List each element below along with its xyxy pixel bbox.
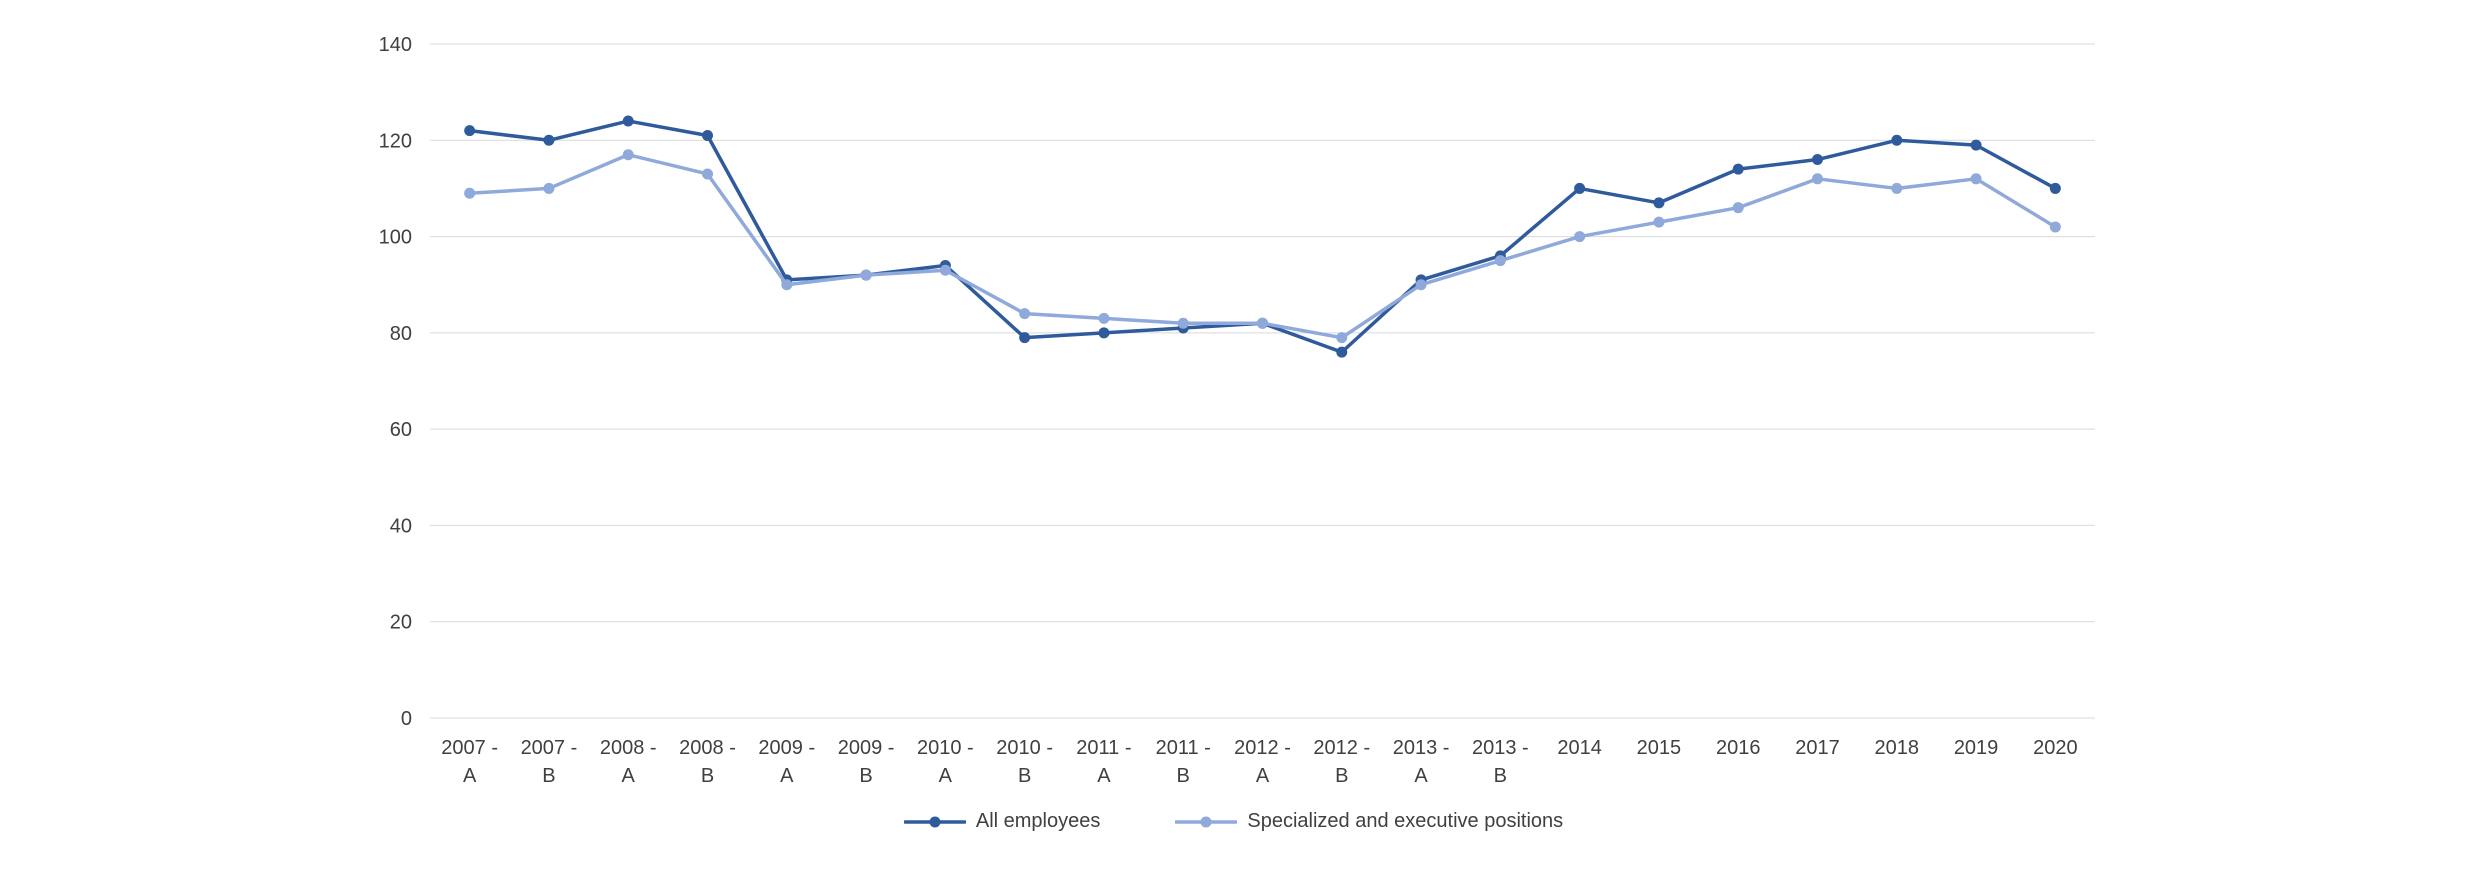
x-axis-tick-sublabel: A bbox=[939, 765, 953, 787]
x-axis-tick-sublabel: B bbox=[542, 765, 555, 787]
data-point bbox=[2049, 182, 2061, 194]
x-axis-tick-label: 2008 - bbox=[679, 737, 736, 759]
x-axis-tick-sublabel: A bbox=[1097, 765, 1111, 787]
x-axis-tick-sublabel: B bbox=[1177, 765, 1190, 787]
x-axis-tick-label: 2014 bbox=[1557, 737, 1602, 759]
x-axis-tick-label: 2009 - bbox=[838, 737, 895, 759]
x-axis-tick-label: 2019 bbox=[1954, 737, 1999, 759]
x-axis-tick-label: 2007 - bbox=[521, 737, 578, 759]
x-axis-tick-label: 2009 - bbox=[758, 737, 815, 759]
data-point bbox=[1891, 182, 1903, 194]
data-point bbox=[464, 125, 476, 137]
data-point bbox=[702, 168, 713, 180]
x-axis-tick-label: 2008 - bbox=[600, 737, 657, 759]
legend-line-dot-marker bbox=[903, 815, 966, 829]
x-axis-tick-sublabel: A bbox=[780, 765, 794, 787]
data-point bbox=[1098, 312, 1110, 324]
data-point bbox=[1574, 182, 1586, 194]
y-axis-tick-label: 140 bbox=[379, 34, 412, 56]
data-point bbox=[1732, 163, 1744, 175]
legend-label: All employees bbox=[975, 810, 1101, 832]
data-point bbox=[1019, 332, 1031, 344]
data-point bbox=[464, 187, 476, 199]
y-axis-tick-label: 40 bbox=[390, 515, 412, 537]
data-point bbox=[1812, 173, 1823, 185]
x-axis-tick-label: 2012 - bbox=[1234, 737, 1291, 759]
legend-item-all-employees: All employees bbox=[903, 810, 1101, 833]
data-point bbox=[2049, 221, 2061, 233]
x-axis-tick-sublabel: B bbox=[701, 765, 714, 787]
data-point bbox=[1970, 139, 1982, 151]
data-point bbox=[1415, 279, 1427, 291]
data-point bbox=[1494, 255, 1506, 267]
data-point bbox=[1970, 173, 1982, 185]
x-axis-tick-label: 2017 bbox=[1795, 737, 1840, 759]
data-point bbox=[1653, 216, 1665, 228]
x-axis-tick-sublabel: B bbox=[859, 765, 872, 787]
legend-item-specialized-positions: Specialized and executive positions bbox=[1175, 810, 1563, 833]
y-axis-tick-label: 20 bbox=[390, 612, 412, 634]
x-axis-tick-label: 2007 - bbox=[441, 737, 498, 759]
x-axis-tick-sublabel: B bbox=[1018, 765, 1031, 787]
x-axis-tick-sublabel: A bbox=[1414, 765, 1428, 787]
data-point bbox=[1653, 197, 1665, 209]
data-point bbox=[1019, 308, 1031, 320]
x-axis-tick-sublabel: A bbox=[1256, 765, 1270, 787]
data-point bbox=[1257, 317, 1268, 329]
x-axis-tick-label: 2010 - bbox=[917, 737, 974, 759]
y-axis-tick-label: 80 bbox=[390, 323, 412, 345]
x-axis-tick-label: 2015 bbox=[1637, 737, 1682, 759]
x-axis-tick-label: 2011 - bbox=[1076, 737, 1131, 759]
data-point bbox=[1098, 327, 1110, 339]
x-axis-tick-sublabel: A bbox=[622, 765, 636, 787]
x-axis-tick-label: 2011 - bbox=[1156, 737, 1211, 759]
x-axis-tick-label: 2018 bbox=[1875, 737, 1920, 759]
data-point bbox=[543, 134, 555, 146]
data-point bbox=[622, 115, 634, 127]
chart-legend: All employees Specialized and executive … bbox=[0, 810, 2467, 833]
legend-label: Specialized and executive positions bbox=[1247, 810, 1564, 832]
data-point bbox=[1732, 202, 1744, 214]
y-axis-tick-label: 120 bbox=[379, 130, 412, 152]
x-axis-tick-label: 2010 - bbox=[996, 737, 1053, 759]
data-point bbox=[1336, 346, 1348, 358]
data-point bbox=[1574, 231, 1586, 243]
y-axis-tick-label: 0 bbox=[401, 708, 412, 730]
data-point bbox=[702, 129, 713, 141]
legend-line-dot-marker bbox=[1175, 815, 1238, 829]
data-point bbox=[939, 264, 951, 276]
data-point bbox=[781, 279, 793, 291]
x-axis-tick-label: 2020 bbox=[2033, 737, 2078, 759]
data-point bbox=[1336, 332, 1348, 344]
x-axis-tick-label: 2016 bbox=[1716, 737, 1761, 759]
x-axis-tick-label: 2012 - bbox=[1313, 737, 1370, 759]
x-axis-tick-label: 2013 - bbox=[1472, 737, 1529, 759]
x-axis-tick-sublabel: A bbox=[463, 765, 477, 787]
data-point bbox=[1177, 317, 1189, 329]
data-point bbox=[622, 149, 634, 161]
x-axis-tick-sublabel: B bbox=[1494, 765, 1507, 787]
data-point bbox=[1891, 134, 1903, 146]
data-point bbox=[860, 269, 872, 281]
data-point bbox=[543, 182, 555, 194]
y-axis-tick-label: 60 bbox=[390, 419, 412, 441]
y-axis-tick-label: 100 bbox=[379, 227, 412, 249]
x-axis-tick-label: 2013 - bbox=[1393, 737, 1450, 759]
x-axis-tick-sublabel: B bbox=[1335, 765, 1348, 787]
data-point bbox=[1812, 154, 1823, 166]
